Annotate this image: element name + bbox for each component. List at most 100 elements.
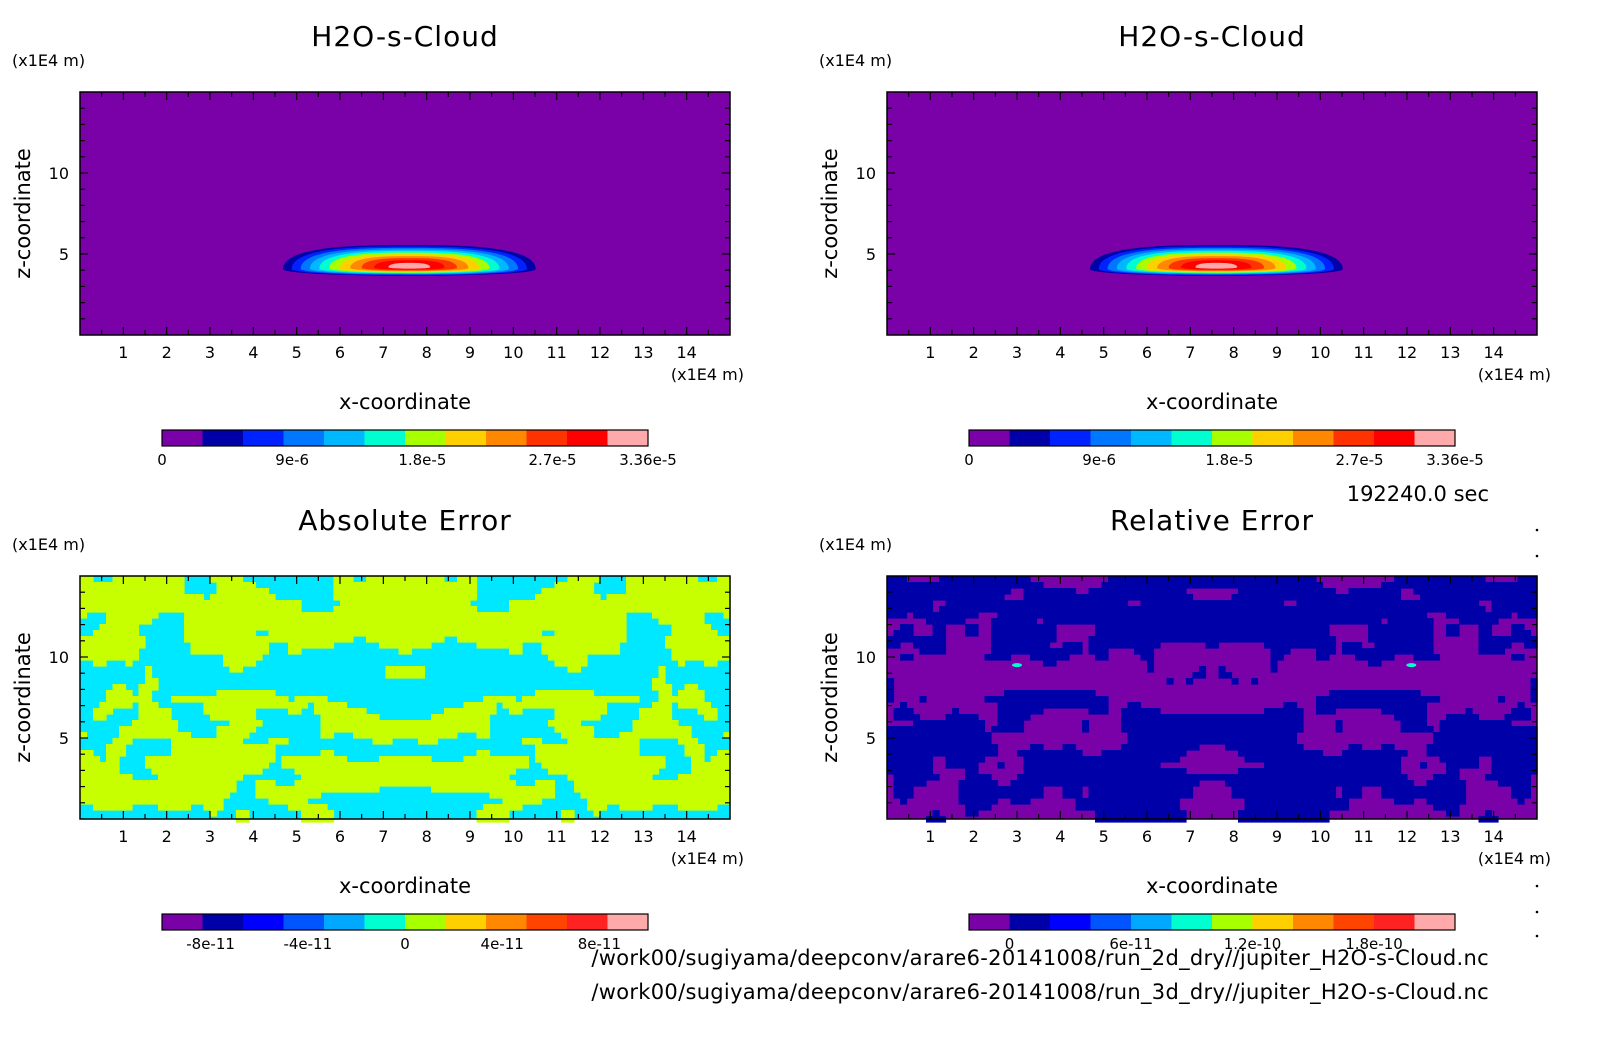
field-cell bbox=[887, 684, 895, 691]
field-cell bbox=[1088, 636, 1096, 643]
field-cell bbox=[1277, 744, 1285, 751]
field-cell bbox=[1088, 648, 1096, 655]
field-cell bbox=[1381, 786, 1389, 793]
field-cell bbox=[639, 780, 647, 787]
field-cell bbox=[1257, 798, 1265, 805]
field-cell bbox=[665, 798, 673, 805]
field-cell bbox=[197, 792, 205, 799]
field-cell bbox=[1446, 594, 1454, 601]
field-cell bbox=[314, 618, 322, 625]
field-cell bbox=[203, 702, 211, 709]
field-cell bbox=[119, 702, 127, 709]
field-cell bbox=[1439, 726, 1447, 733]
field-cell bbox=[1517, 594, 1525, 601]
field-cell bbox=[1335, 612, 1343, 619]
field-cell bbox=[203, 696, 211, 703]
field-cell bbox=[522, 618, 530, 625]
field-cell bbox=[1420, 576, 1428, 583]
field-cell bbox=[645, 798, 653, 805]
field-cell bbox=[561, 582, 569, 589]
field-cell bbox=[431, 720, 439, 727]
field-cell bbox=[1251, 810, 1259, 817]
field-cell bbox=[697, 612, 705, 619]
field-cell bbox=[678, 612, 686, 619]
field-cell bbox=[1270, 804, 1278, 811]
field-cell bbox=[216, 738, 224, 745]
field-cell bbox=[119, 588, 127, 595]
field-cell bbox=[965, 768, 973, 775]
field-cell bbox=[1478, 630, 1486, 637]
field-cell bbox=[691, 654, 699, 661]
field-cell bbox=[1355, 774, 1363, 781]
field-cell bbox=[723, 588, 731, 595]
field-cell bbox=[1160, 714, 1168, 721]
field-cell bbox=[1472, 582, 1480, 589]
field-cell bbox=[1160, 756, 1168, 763]
field-cell bbox=[567, 654, 575, 661]
field-cell bbox=[132, 594, 140, 601]
field-cell bbox=[561, 606, 569, 613]
field-cell bbox=[99, 786, 107, 793]
field-cell bbox=[1498, 606, 1506, 613]
field-cell bbox=[1069, 690, 1077, 697]
field-cell bbox=[366, 714, 374, 721]
field-cell bbox=[197, 606, 205, 613]
field-cell bbox=[1329, 780, 1337, 787]
field-cell bbox=[1017, 798, 1025, 805]
field-cell bbox=[1348, 690, 1356, 697]
field-cell bbox=[392, 624, 400, 631]
field-cell bbox=[1062, 618, 1070, 625]
field-cell bbox=[1153, 726, 1161, 733]
field-cell bbox=[991, 726, 999, 733]
chart-panel-4: Relative Error(x1E4 m)1 2 3 4 5 6 7 8 9 10 11 12 13 1… bbox=[818, 504, 1551, 953]
field-cell bbox=[1517, 714, 1525, 721]
field-cell bbox=[496, 618, 504, 625]
field-cell bbox=[210, 612, 218, 619]
field-cell bbox=[1465, 762, 1473, 769]
field-cell bbox=[210, 606, 218, 613]
field-cell bbox=[1043, 702, 1051, 709]
field-cell bbox=[151, 714, 159, 721]
field-cell bbox=[1420, 786, 1428, 793]
field-cell bbox=[346, 576, 354, 583]
field-cell bbox=[900, 738, 908, 745]
field-cell bbox=[926, 606, 934, 613]
field-cell bbox=[1277, 600, 1285, 607]
field-cell bbox=[600, 606, 608, 613]
field-cell bbox=[548, 606, 556, 613]
field-cell bbox=[268, 780, 276, 787]
field-cell bbox=[1264, 606, 1272, 613]
field-cell bbox=[1199, 738, 1207, 745]
field-cell bbox=[463, 714, 471, 721]
field-cell bbox=[457, 618, 465, 625]
field-cell bbox=[1134, 750, 1142, 757]
field-cell bbox=[587, 798, 595, 805]
field-cell bbox=[502, 756, 510, 763]
field-cell bbox=[119, 648, 127, 655]
field-cell bbox=[587, 636, 595, 643]
field-cell bbox=[893, 582, 901, 589]
field-cell bbox=[294, 600, 302, 607]
field-cell bbox=[1036, 624, 1044, 631]
field-cell bbox=[652, 786, 660, 793]
field-cell bbox=[1134, 702, 1142, 709]
field-cell bbox=[366, 720, 374, 727]
field-cell bbox=[1153, 798, 1161, 805]
field-cell bbox=[1017, 708, 1025, 715]
colorbar-swatch bbox=[283, 914, 325, 930]
field-cell bbox=[294, 624, 302, 631]
field-cell bbox=[502, 774, 510, 781]
y-axis-label: z-coordinate bbox=[11, 632, 35, 763]
field-cell bbox=[1374, 624, 1382, 631]
field-cell bbox=[463, 720, 471, 727]
field-cell bbox=[372, 774, 380, 781]
field-cell bbox=[587, 762, 595, 769]
field-cell bbox=[1231, 732, 1239, 739]
field-cell bbox=[1114, 576, 1122, 583]
field-cell bbox=[541, 792, 549, 799]
field-cell bbox=[1452, 738, 1460, 745]
field-cell bbox=[1238, 792, 1246, 799]
field-cell bbox=[1452, 744, 1460, 751]
field-cell bbox=[1465, 612, 1473, 619]
field-cell bbox=[1251, 600, 1259, 607]
